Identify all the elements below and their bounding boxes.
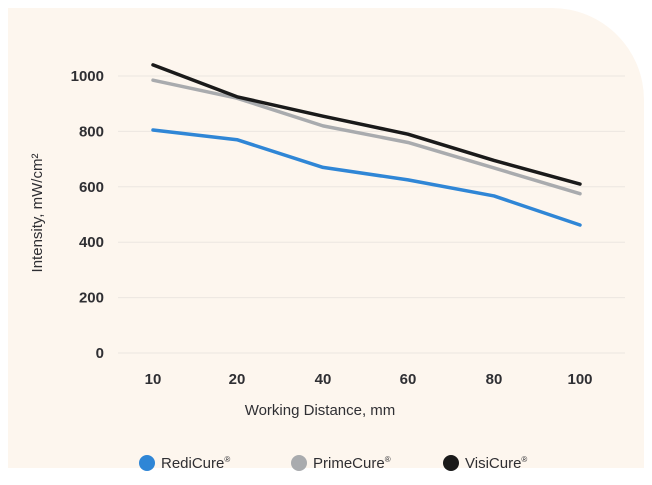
x-tick-label: 80 (486, 371, 503, 388)
registered-mark: ® (224, 455, 230, 464)
y-axis-title: Intensity, mW/cm² (29, 154, 46, 273)
series-line-redicure (151, 128, 582, 227)
legend-swatch (139, 455, 155, 471)
registered-mark: ® (521, 455, 527, 464)
legend-label: RediCure® (161, 455, 230, 472)
y-tick-label: 800 (79, 123, 104, 140)
x-tick-labels: 10 20 40 60 80 100 (145, 371, 593, 388)
y-tick-labels: 0 200 400 600 800 1000 (71, 68, 104, 362)
registered-mark: ® (385, 455, 391, 464)
series-line-primecure (151, 78, 582, 196)
legend-series-name: PrimeCure (313, 455, 385, 472)
x-tick-label: 100 (567, 371, 592, 388)
y-tick-label: 200 (79, 290, 104, 307)
x-tick-label: 10 (145, 371, 162, 388)
x-tick-label: 20 (229, 371, 246, 388)
y-tick-label: 400 (79, 234, 104, 251)
x-tick-label: 60 (400, 371, 417, 388)
legend-series-name: VisiCure (465, 455, 521, 472)
legend-label: VisiCure® (465, 455, 527, 472)
legend-label: PrimeCure® (313, 455, 391, 472)
x-axis-title: Working Distance, mm (245, 402, 396, 419)
legend-swatch (443, 455, 459, 471)
legend: RediCure® PrimeCure® VisiCure® (139, 455, 527, 472)
legend-item-visicure: VisiCure® (443, 455, 527, 472)
y-tick-label: 600 (79, 179, 104, 196)
legend-item-primecure: PrimeCure® (291, 455, 391, 472)
y-tick-label: 1000 (71, 68, 104, 85)
series-lines (151, 63, 582, 227)
legend-swatch (291, 455, 307, 471)
legend-item-redicure: RediCure® (139, 455, 230, 472)
chart-panel (8, 8, 644, 468)
y-tick-label: 0 (96, 345, 104, 362)
legend-series-name: RediCure (161, 455, 224, 472)
x-tick-label: 40 (315, 371, 332, 388)
series-line-visicure (151, 63, 582, 186)
grid-lines (118, 75, 625, 354)
